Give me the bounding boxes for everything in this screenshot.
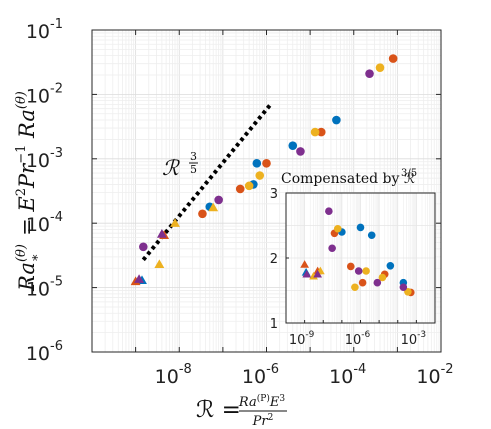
data-point: [316, 127, 326, 137]
reference-slope-symbol: ℛ: [162, 156, 180, 180]
x-tick-label: 10-2: [416, 362, 453, 388]
inset-data-point: [354, 267, 363, 275]
data-point: [365, 69, 374, 78]
data-point: [310, 127, 320, 137]
inset-ticks: [285, 192, 436, 324]
inset-data-point: [386, 262, 395, 270]
reference-slope-exponent-den: 5: [190, 163, 197, 176]
inset-data-point: [300, 260, 309, 268]
data-point: [198, 209, 207, 219]
data-point: [388, 54, 398, 63]
data-point: [170, 218, 180, 227]
main-ticks: [91, 29, 442, 353]
inset-data-point: [399, 283, 408, 292]
data-point: [296, 147, 305, 156]
data-point: [244, 181, 254, 191]
inset-data-point: [351, 283, 359, 292]
data-point: [156, 229, 167, 238]
inset-title-text: Compensated by ℛ: [281, 171, 415, 187]
inset-data-point: [328, 244, 336, 253]
inset-x-tick-label: 10-3: [401, 330, 427, 348]
data-point: [255, 171, 265, 180]
y-axis-label: Ra(θ) * = E2Pr−1 Ra(θ): [14, 91, 46, 292]
reference-slope-label: ℛ 3 5: [162, 150, 198, 180]
inset-data-point: [302, 269, 312, 278]
inset-title: Compensated by ℛ 3/5: [281, 168, 417, 187]
x-tick-label: 10-4: [329, 362, 366, 388]
y-tick-label: 10-1: [26, 17, 63, 43]
main-tick-labels: 10-8 10-6 10-4 10-2 10-6 10-5 10-4 10-3 10-2 10-1: [26, 17, 454, 388]
inset-title-exponent: 3/5: [401, 168, 417, 179]
y-tick-label: 10-4: [26, 210, 63, 236]
inset-x-tick-label: 10-6: [345, 330, 371, 348]
y-tick-label: 10-6: [26, 339, 63, 365]
data-point: [235, 184, 245, 194]
x-axis-label: ℛ = Ra(P)E3 Pr2: [196, 393, 287, 429]
inset-data-point: [362, 267, 370, 275]
data-point: [154, 259, 165, 269]
inset-data-point: [325, 207, 333, 215]
data-point: [262, 159, 271, 168]
inset-data-points: [300, 207, 415, 297]
inset-data-point: [356, 223, 365, 232]
y-tick-label: 10-3: [26, 146, 63, 172]
data-point: [332, 115, 341, 125]
inset-grid: [285, 192, 435, 324]
inset-tick-labels: 10-9 10-6 10-3 1 2 3: [270, 187, 426, 348]
y-tick-label: 10-5: [26, 275, 63, 301]
inset-data-point: [346, 262, 355, 271]
inset-y-tick-label: 1: [270, 317, 278, 332]
inset-x-tick-label: 10-9: [289, 330, 315, 348]
inset-data-point: [367, 231, 376, 240]
x-tick-label: 10-6: [242, 362, 279, 388]
reference-slope-exponent-num: 3: [190, 150, 197, 163]
inset-data-point: [333, 224, 342, 233]
x-tick-label: 10-8: [155, 362, 192, 388]
svg-text:Ra(P)E3: Ra(P)E3: [238, 393, 285, 410]
inset-data-point: [373, 278, 382, 287]
inset-data-point: [313, 269, 323, 278]
inset-data-point: [378, 273, 387, 282]
data-point: [214, 195, 223, 205]
data-point: [375, 63, 385, 72]
data-point: [134, 274, 145, 283]
svg-text:Ra(θ)* = E2Pr−1 Ra(θ): Ra(θ) * = E2Pr−1 Ra(θ): [14, 91, 46, 292]
main-data-points: [130, 54, 398, 286]
inset-y-tick-label: 3: [270, 187, 278, 202]
data-point: [252, 159, 262, 168]
svg-text:Pr2: Pr2: [252, 413, 274, 429]
inset-y-tick-label: 2: [270, 252, 278, 267]
inset-data-point: [358, 278, 367, 287]
y-tick-label: 10-2: [26, 81, 63, 107]
inset-data-point: [309, 271, 318, 280]
reference-slope-line: [141, 103, 272, 262]
data-point: [139, 242, 148, 252]
data-point: [208, 202, 219, 212]
data-point: [288, 141, 298, 150]
svg-text:ℛ =: ℛ =: [196, 397, 241, 423]
